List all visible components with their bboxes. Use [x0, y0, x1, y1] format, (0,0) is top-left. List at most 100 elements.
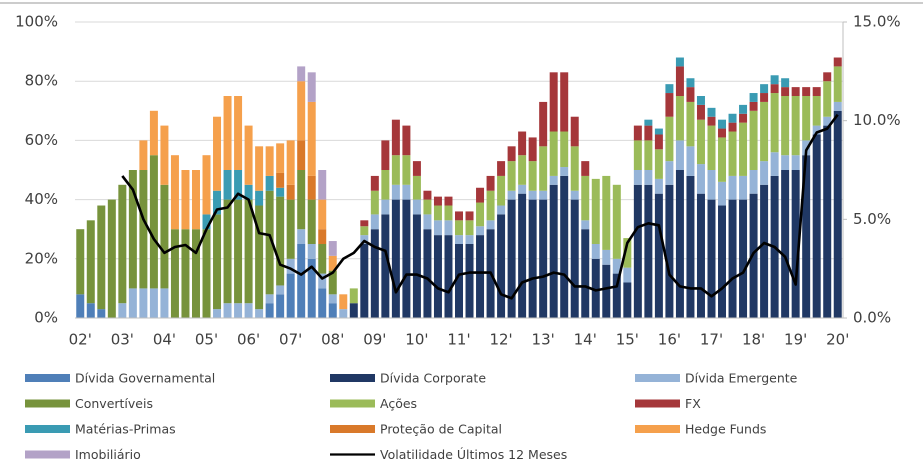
bar-segment — [602, 175, 611, 250]
bar-segment — [265, 303, 274, 318]
bar-segment — [244, 184, 253, 200]
y2-tick-label: 15.0% — [853, 13, 901, 31]
legend-swatch — [635, 374, 680, 382]
x-tick-label: 16' — [658, 331, 681, 349]
bar-segment — [528, 161, 537, 191]
bar-segment — [781, 170, 790, 318]
bar-segment — [802, 96, 811, 141]
x-tick-label: 08' — [321, 331, 344, 349]
bar-segment — [328, 303, 337, 318]
bar-segment — [223, 303, 232, 318]
legend-label: Dívida Corporate — [380, 371, 486, 386]
bar-segment — [581, 161, 590, 176]
bar-segment — [181, 229, 190, 318]
bar-segment — [707, 107, 716, 117]
bar-segment — [160, 288, 169, 318]
bar-segment — [497, 161, 506, 176]
bar-segment — [644, 140, 653, 170]
bar-segment — [812, 125, 821, 135]
bar-segment — [833, 57, 842, 67]
bar-segment — [781, 155, 790, 170]
bar-segment — [549, 175, 558, 185]
bar-segment — [213, 309, 222, 318]
x-tick-label: 10' — [405, 331, 428, 349]
bar-segment — [602, 264, 611, 318]
bar-segment — [665, 116, 674, 162]
bar-segment — [307, 258, 316, 318]
bar-segment — [139, 140, 148, 170]
bar-segment — [444, 220, 453, 236]
bar-segment — [791, 96, 800, 156]
bar-segment — [749, 170, 758, 194]
bar-segment — [370, 175, 379, 191]
bar-segment — [507, 161, 516, 191]
bar-segment — [202, 229, 211, 318]
bar-segment — [654, 128, 663, 135]
bar-segment — [86, 220, 95, 304]
bar-segment — [654, 149, 663, 179]
bar-segment — [833, 101, 842, 111]
bar-segment — [455, 211, 463, 221]
bar-segment — [739, 199, 748, 318]
bar-segment — [170, 155, 179, 230]
bar-segment — [633, 140, 642, 170]
bar-segment — [518, 131, 527, 156]
bar-segment — [644, 170, 653, 185]
x-tick-label: 11' — [447, 331, 470, 349]
bar-segment — [381, 170, 390, 200]
bar-segment — [349, 303, 358, 318]
bar-segment — [612, 273, 621, 318]
bar-segment — [391, 199, 400, 318]
legend-label: Proteção de Capital — [380, 422, 502, 437]
bar-segment — [307, 175, 316, 200]
bar-segment — [318, 229, 327, 244]
bar-segment — [696, 119, 705, 165]
bar-segment — [244, 125, 253, 185]
bar-segment — [791, 155, 800, 170]
bar-segment — [297, 81, 306, 141]
x-tick-label: 17' — [700, 331, 723, 349]
bar-segment — [465, 235, 474, 244]
bar-segment — [328, 294, 337, 304]
bar-segment — [497, 175, 506, 206]
bar-segment — [412, 199, 421, 215]
bar-segment — [654, 193, 663, 318]
bar-segment — [328, 255, 337, 271]
x-tick-label: 14' — [574, 331, 597, 349]
bar-segment — [791, 170, 800, 318]
x-tick-label: 06' — [237, 331, 260, 349]
legend-label: FX — [685, 396, 701, 411]
bar-segment — [823, 116, 832, 126]
bar-segment — [412, 161, 421, 176]
y-tick-label: 0% — [34, 309, 58, 327]
bar-segment — [255, 309, 264, 318]
bar-segment — [486, 190, 495, 221]
bar-segment — [423, 229, 432, 318]
bar-segment — [86, 303, 95, 318]
bar-segment — [802, 87, 811, 96]
bar-segment — [686, 146, 695, 176]
bar-segment — [455, 220, 463, 236]
bar-segment — [623, 282, 632, 318]
bar-segment — [686, 78, 695, 88]
bar-segment — [318, 199, 327, 230]
legend-label: Convertíveis — [75, 396, 153, 411]
bar-segment — [781, 87, 790, 96]
bar-segment — [707, 116, 716, 126]
bar-segment — [202, 155, 211, 215]
bar-segment — [749, 110, 758, 170]
bar-segment — [781, 78, 790, 88]
bar-segment — [591, 244, 600, 259]
bar-segment — [560, 131, 569, 168]
bar-segment — [528, 137, 537, 162]
legend-swatch — [330, 399, 375, 408]
x-tick-label: 15' — [616, 331, 639, 349]
bar-segment — [465, 211, 474, 221]
bar-segment — [423, 214, 432, 230]
x-tick-label: 13' — [532, 331, 555, 349]
bar-segment — [444, 205, 453, 221]
x-tick-label: 20' — [826, 331, 849, 349]
x-tick-label: 09' — [363, 331, 386, 349]
bar-segment — [297, 66, 306, 82]
bar-segment — [696, 164, 705, 194]
